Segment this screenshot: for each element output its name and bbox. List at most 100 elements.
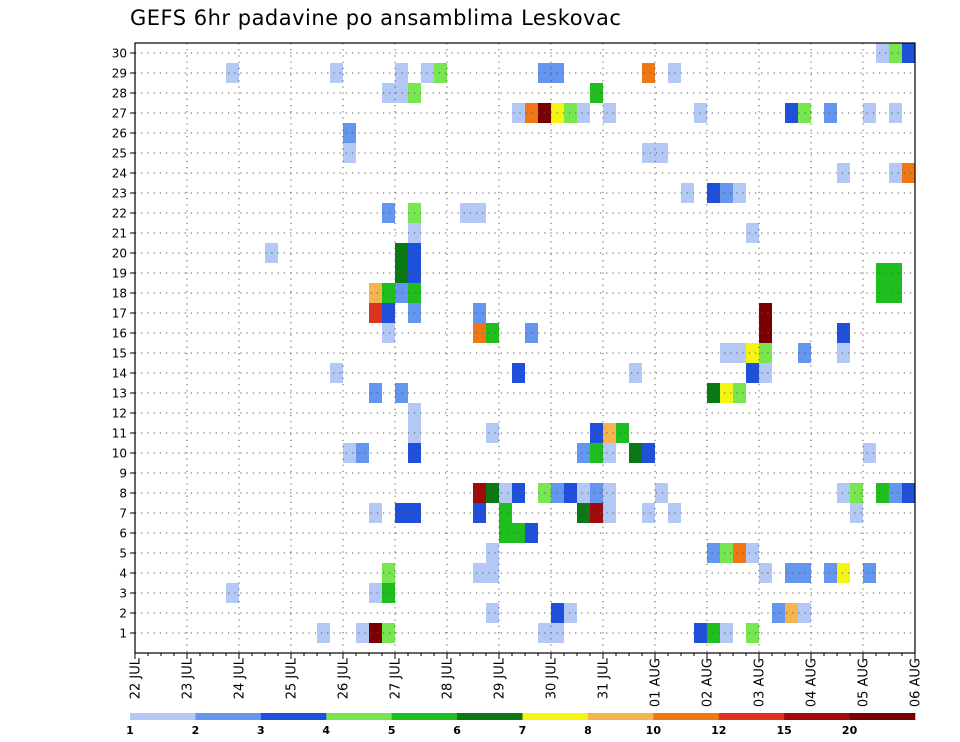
x-tick-label: 04 AUG	[805, 658, 820, 707]
legend-label: 2	[192, 724, 200, 737]
heatmap-cell	[720, 343, 733, 363]
y-tick-label: 7	[119, 507, 127, 521]
heatmap-cell	[798, 343, 811, 363]
legend-swatch	[718, 713, 785, 720]
heatmap-cell	[460, 203, 473, 223]
heatmap-cell	[798, 603, 811, 623]
y-tick-label: 8	[119, 487, 127, 501]
heatmap-cell	[798, 563, 811, 583]
x-tick-label: 01 AUG	[649, 658, 664, 707]
heatmap-cell	[694, 623, 707, 643]
heatmap-cell	[772, 603, 785, 623]
heatmap-cell	[837, 483, 850, 503]
heatmap-cell	[889, 43, 902, 63]
y-tick-label: 14	[112, 367, 127, 381]
heatmap-cell	[863, 103, 876, 123]
legend-label: 10	[646, 724, 662, 737]
heatmap-cell	[577, 503, 590, 523]
heatmap-cell	[590, 423, 603, 443]
heatmap-cell	[369, 283, 382, 303]
heatmap-cell	[694, 103, 707, 123]
heatmap-cell	[499, 503, 512, 523]
heatmap-cell	[512, 103, 525, 123]
legend-swatch	[457, 713, 523, 720]
heatmap-cell	[733, 183, 746, 203]
x-tick-label: 02 AUG	[701, 658, 716, 707]
x-tick-label: 28 JUL	[441, 657, 456, 699]
heatmap-cell	[382, 323, 395, 343]
heatmap-cell	[707, 183, 720, 203]
legend-label: 1	[126, 724, 134, 737]
y-tick-label: 20	[112, 247, 127, 261]
heatmap-cell	[733, 343, 746, 363]
heatmap-cell	[473, 323, 486, 343]
heatmap-cell	[889, 283, 902, 303]
y-tick-label: 21	[112, 227, 127, 241]
legend-label: 4	[322, 724, 330, 737]
heatmap-cell	[603, 423, 616, 443]
y-tick-label: 30	[112, 47, 127, 61]
heatmap-cell	[759, 303, 772, 323]
heatmap-cell	[382, 203, 395, 223]
legend-swatch	[784, 713, 850, 720]
y-tick-label: 18	[112, 287, 127, 301]
heatmap-cell	[720, 183, 733, 203]
heatmap-cell	[369, 623, 382, 643]
heatmap-cell	[850, 483, 863, 503]
heatmap-cell	[746, 623, 759, 643]
legend-swatch	[849, 713, 916, 720]
y-axis: 1234567891011121314151617181920212223242…	[112, 47, 135, 641]
heatmap-cell	[746, 343, 759, 363]
heatmap-cell	[525, 523, 538, 543]
heatmap-cell	[707, 383, 720, 403]
y-tick-label: 6	[119, 527, 127, 541]
x-tick-label: 29 JUL	[493, 657, 508, 699]
heatmap-cell	[369, 583, 382, 603]
heatmap-cell	[577, 103, 590, 123]
y-tick-label: 24	[112, 167, 127, 181]
heatmap-cell	[720, 383, 733, 403]
heatmap-cell	[564, 603, 577, 623]
heatmap-cell	[486, 543, 499, 563]
x-tick-label: 27 JUL	[389, 657, 404, 699]
heatmap-cell	[902, 43, 915, 63]
y-tick-label: 2	[119, 607, 127, 621]
y-tick-label: 5	[119, 547, 127, 561]
heatmap-cell	[642, 143, 655, 163]
heatmap-cell	[707, 623, 720, 643]
heatmap-cell	[889, 483, 902, 503]
heatmap-cell	[759, 323, 772, 343]
heatmap-cell	[369, 383, 382, 403]
heatmap-cell	[876, 43, 889, 63]
x-tick-label: 25 JUL	[285, 657, 300, 699]
heatmap-cell	[889, 163, 902, 183]
colorbar-legend: 1 2 3 4 5 6 7 8 10 12 15 20	[126, 713, 916, 737]
heatmap-cell	[395, 83, 408, 103]
legend-swatch	[653, 713, 720, 720]
heatmap-cell	[837, 563, 850, 583]
heatmap-cell	[330, 363, 343, 383]
legend-swatch	[260, 713, 327, 720]
heatmap-cell	[525, 323, 538, 343]
heatmap-cell	[616, 423, 629, 443]
heatmap-cell	[655, 483, 668, 503]
heatmap-cell	[473, 503, 486, 523]
heatmap-cell	[473, 203, 486, 223]
y-tick-label: 19	[112, 267, 127, 281]
y-tick-label: 26	[112, 127, 127, 141]
y-tick-label: 23	[112, 187, 127, 201]
heatmap-cell	[395, 263, 408, 283]
heatmap-cell	[759, 563, 772, 583]
heatmap-cell	[720, 623, 733, 643]
heatmap-cell	[577, 443, 590, 463]
heatmap-cell	[512, 363, 525, 383]
heatmap-cell	[590, 443, 603, 463]
y-tick-label: 9	[119, 467, 127, 481]
heatmap-cell	[902, 483, 915, 503]
heatmap-cell	[629, 363, 642, 383]
heatmap-cell	[837, 343, 850, 363]
x-tick-label: 22 JUL	[129, 657, 144, 699]
y-tick-label: 17	[112, 307, 127, 321]
heatmap-cell	[655, 143, 668, 163]
y-tick-label: 15	[112, 347, 127, 361]
